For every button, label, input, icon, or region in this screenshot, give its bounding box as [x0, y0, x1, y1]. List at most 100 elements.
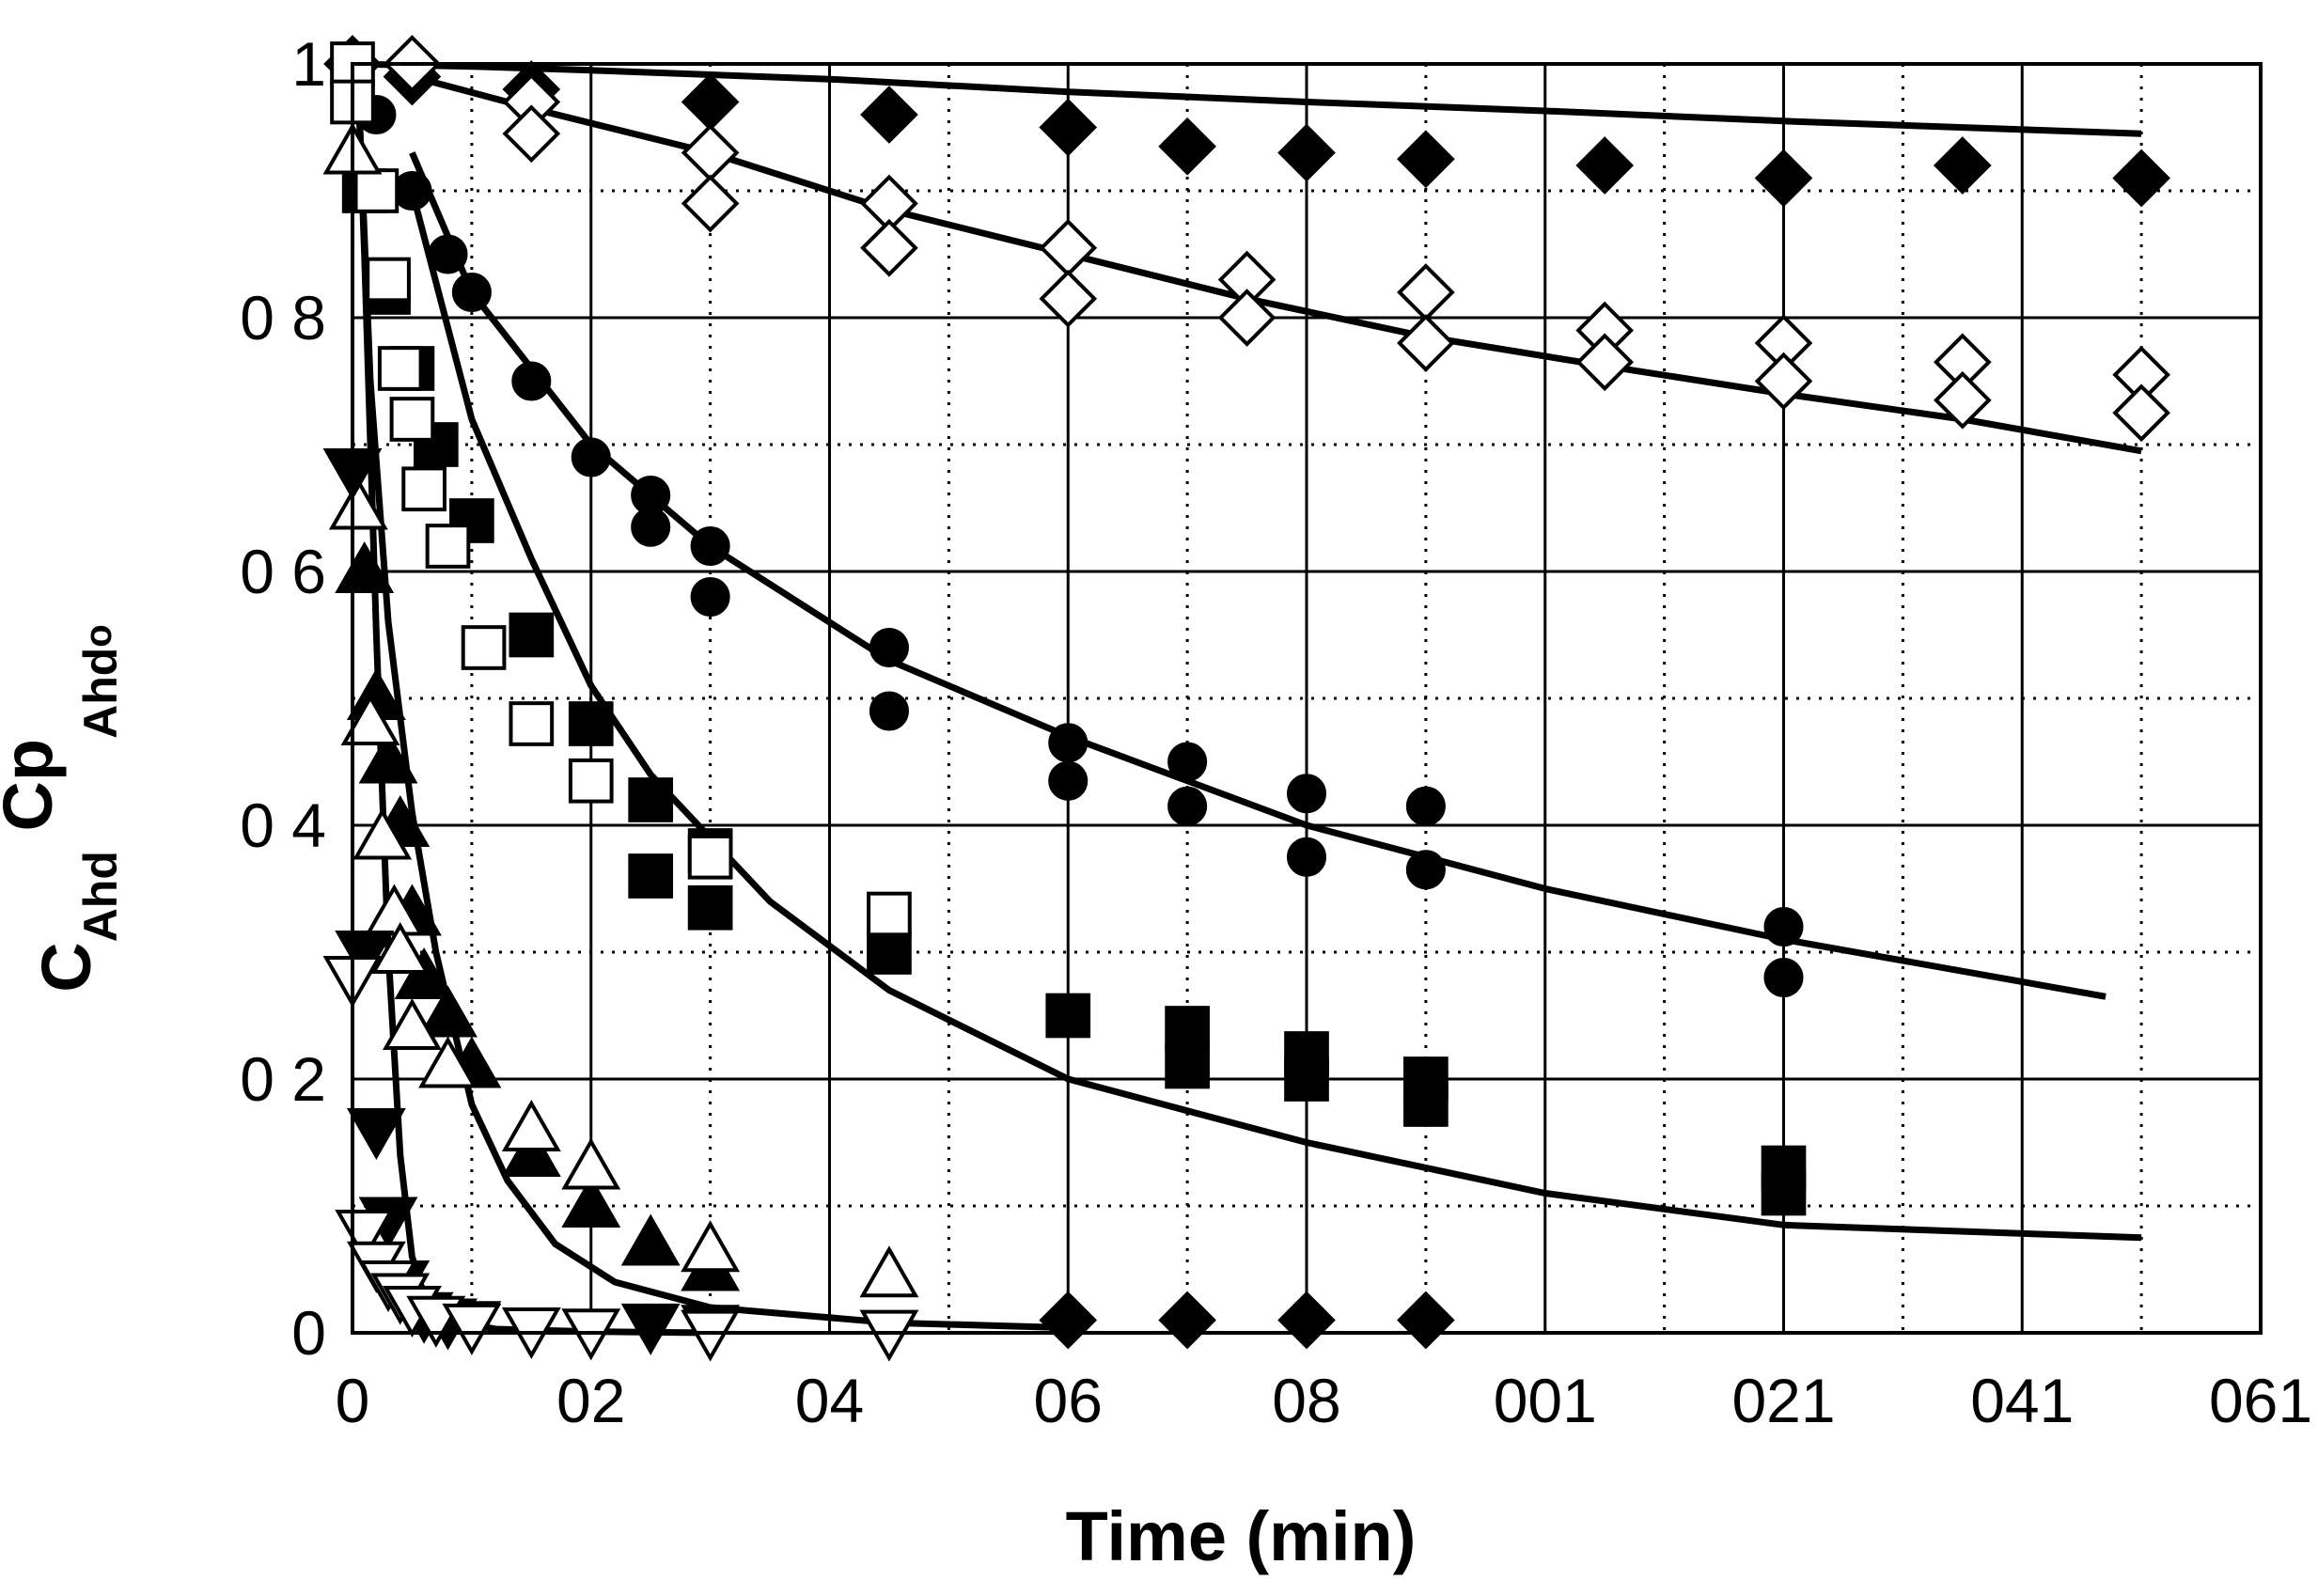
data-point-triangle-down	[859, 1309, 919, 1362]
data-point-diamond	[860, 86, 918, 144]
data-point-circle	[869, 691, 909, 731]
y-tick-label: 1	[291, 29, 326, 99]
y-axis-title: CAhd CpAhdo	[0, 624, 127, 993]
data-point-circle	[1167, 742, 1208, 782]
y-axis-title-mid: Cp	[0, 739, 67, 851]
data-point-triangle-up	[681, 1220, 741, 1273]
data-point-square	[353, 168, 399, 213]
data-point-circle	[1286, 774, 1327, 814]
data-point-diamond	[1575, 333, 1635, 392]
data-point-square	[568, 701, 614, 746]
data-point-square	[628, 853, 674, 899]
data-point-diamond	[681, 174, 740, 233]
x-tick-label: 04	[795, 1366, 864, 1435]
data-point-circle	[1405, 850, 1446, 890]
data-point-triangle-up	[418, 985, 478, 1038]
fit-curve	[352, 60, 2142, 137]
y-tick-label: 0 4	[240, 790, 326, 860]
data-point-square	[1403, 1082, 1449, 1127]
data-point-triangle-up	[501, 1099, 561, 1151]
data-point-triangle-up	[501, 1124, 561, 1177]
data-point-diamond	[1754, 149, 1813, 208]
data-point-triangle-up	[340, 693, 400, 745]
data-point-diamond	[1397, 130, 1455, 189]
data-point-circle	[1167, 786, 1208, 826]
data-point-triangle-up	[328, 477, 388, 530]
x-tick-label: 001	[1494, 1366, 1597, 1435]
data-point-circle	[571, 437, 611, 477]
data-point-diamond	[1039, 269, 1098, 328]
plot-frame	[351, 62, 2263, 1335]
data-point-square	[449, 498, 494, 543]
data-point-circle	[392, 170, 432, 211]
data-point-triangle-up	[394, 947, 454, 999]
data-point-square	[425, 524, 471, 569]
data-point-circle	[690, 576, 730, 618]
data-point-diamond	[1277, 123, 1336, 182]
data-point-triangle-down	[442, 1303, 502, 1355]
y-tick-label: 0 6	[240, 537, 326, 606]
data-point-diamond	[1397, 314, 1455, 372]
data-point-square	[1165, 1006, 1210, 1051]
data-point-diamond	[2112, 383, 2170, 443]
x-tick-labels: 0 02 04 06 08 001 021 041 061	[336, 1366, 2312, 1435]
y-tick-label: 0 8	[240, 283, 326, 352]
data-point-circle	[451, 272, 492, 313]
data-point-square	[389, 397, 435, 442]
data-point-square	[867, 891, 912, 937]
x-tick-label: 041	[1970, 1366, 2074, 1435]
data-point-diamond	[2112, 149, 2170, 208]
data-point-triangle-up	[418, 1036, 478, 1088]
data-point-diamond	[1217, 289, 1276, 347]
fit-curve	[409, 190, 2142, 1242]
x-tick-label: 061	[2209, 1366, 2312, 1435]
data-point-circle	[1405, 786, 1446, 826]
data-point-circle	[1048, 760, 1089, 801]
data-point-circle	[428, 234, 468, 274]
data-point-diamond	[1039, 98, 1098, 157]
data-point-square	[509, 612, 555, 658]
data-point-circle	[690, 525, 730, 567]
data-point-square	[867, 930, 912, 975]
data-point-triangle-down	[681, 1309, 741, 1362]
data-point-circle	[631, 507, 671, 547]
data-point-circle	[869, 627, 909, 668]
data-point-triangle-up	[561, 1175, 621, 1228]
data-point-square	[568, 758, 614, 804]
x-tick-label: 08	[1272, 1366, 1340, 1435]
data-point-triangle-down	[620, 1303, 681, 1355]
data-point-square	[377, 346, 423, 391]
data-point-triangle-up	[620, 1213, 681, 1266]
data-point-circle	[511, 361, 552, 401]
y-tick-label: 0	[291, 1298, 326, 1368]
data-point-triangle-up	[561, 1137, 621, 1190]
data-point-square	[687, 834, 733, 880]
y-tick-labels: 0 0 2 0 4 0 6 0 8 1	[240, 29, 326, 1368]
data-point-diamond	[1933, 136, 1992, 195]
x-tick-label: 0	[336, 1366, 370, 1435]
y-axis-title-sub2: Ahd	[74, 648, 127, 739]
data-point-circle	[1048, 723, 1089, 763]
x-tick-label: 021	[1731, 1366, 1835, 1435]
data-point-circle	[1286, 837, 1327, 877]
x-tick-label: 06	[1034, 1366, 1103, 1435]
y-tick-label: 0 2	[240, 1044, 326, 1114]
x-tick-label: 02	[556, 1366, 625, 1435]
data-point-triangle-up	[382, 997, 442, 1050]
data-point-triangle-up	[859, 1245, 919, 1298]
data-point-square	[401, 466, 446, 512]
data-point-diamond	[1158, 117, 1216, 176]
data-point-square	[1045, 993, 1091, 1039]
y-axis-title-sub: Ahd	[74, 851, 127, 942]
data-point-circle	[1763, 957, 1804, 998]
y-axis-title-main: C	[27, 942, 105, 992]
data-point-diamond	[1933, 370, 1992, 430]
data-point-square	[1165, 1043, 1210, 1089]
data-point-diamond	[502, 104, 561, 164]
data-point-square	[509, 701, 555, 746]
data-point-square	[1761, 1170, 1807, 1216]
data-point-square	[461, 625, 507, 670]
data-point-triangle-down	[346, 1108, 406, 1161]
